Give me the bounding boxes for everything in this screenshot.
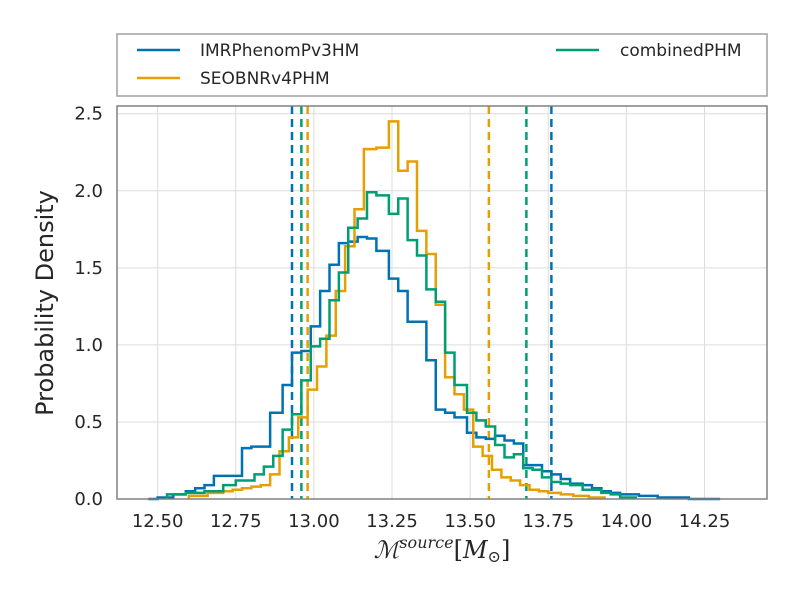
x-tick-labels: 12.50 12.75 13.00 13.25 13.50 13.75 14.00 14.25	[132, 511, 730, 532]
y-tick-label: 2.0	[74, 181, 103, 202]
legend-label-imrphenompv3hm: IMRPhenomPv3HM	[200, 41, 359, 61]
x-axis-label-unit-subscript: ⊙	[488, 547, 501, 566]
legend-label-combinedphm: combinedPHM	[620, 41, 742, 61]
y-tick-label: 0.5	[74, 412, 103, 433]
x-axis-label-unit: M	[462, 536, 489, 564]
x-tick-label: 13.25	[366, 511, 418, 532]
y-tick-label: 0.0	[74, 489, 103, 510]
x-tick-label: 14.25	[679, 511, 731, 532]
x-axis-label-bracket-close: ]	[501, 536, 510, 564]
histogram-seobnrv4phm	[187, 120, 606, 499]
y-tick-label: 1.0	[74, 335, 103, 356]
y-axis-label: Probability Density	[31, 190, 59, 416]
histogram-combinedphm	[165, 191, 637, 499]
x-tick-label: 13.00	[288, 511, 340, 532]
x-tick-label: 13.50	[444, 511, 496, 532]
x-tick-label: 14.00	[601, 511, 653, 532]
legend: IMRPhenomPv3HM SEOBNRv4PHM combinedPHM	[116, 33, 768, 97]
x-tick-label: 12.75	[210, 511, 262, 532]
x-tick-label: 12.50	[132, 511, 184, 532]
x-axis-label: ℳsource[M⊙]	[374, 533, 511, 566]
legend-label-seobnrv4phm: SEOBNRv4PHM	[200, 69, 330, 89]
y-tick-label: 1.5	[74, 258, 103, 279]
x-tick-label: 13.75	[522, 511, 574, 532]
histogram-imrphenompv3hm	[148, 235, 721, 501]
plot-area-frame	[116, 105, 768, 500]
x-axis-label-symbol: ℳ	[374, 536, 403, 564]
legend-box	[116, 33, 768, 97]
histogram-series	[148, 120, 721, 501]
credible-interval-lines	[290, 106, 553, 499]
x-axis-label-bracket-open: [	[454, 536, 463, 564]
y-tick-label: 2.5	[74, 104, 103, 125]
x-axis-label-superscript: source	[399, 533, 453, 552]
y-tick-labels: 0.0 0.5 1.0 1.5 2.0 2.5	[74, 104, 103, 510]
